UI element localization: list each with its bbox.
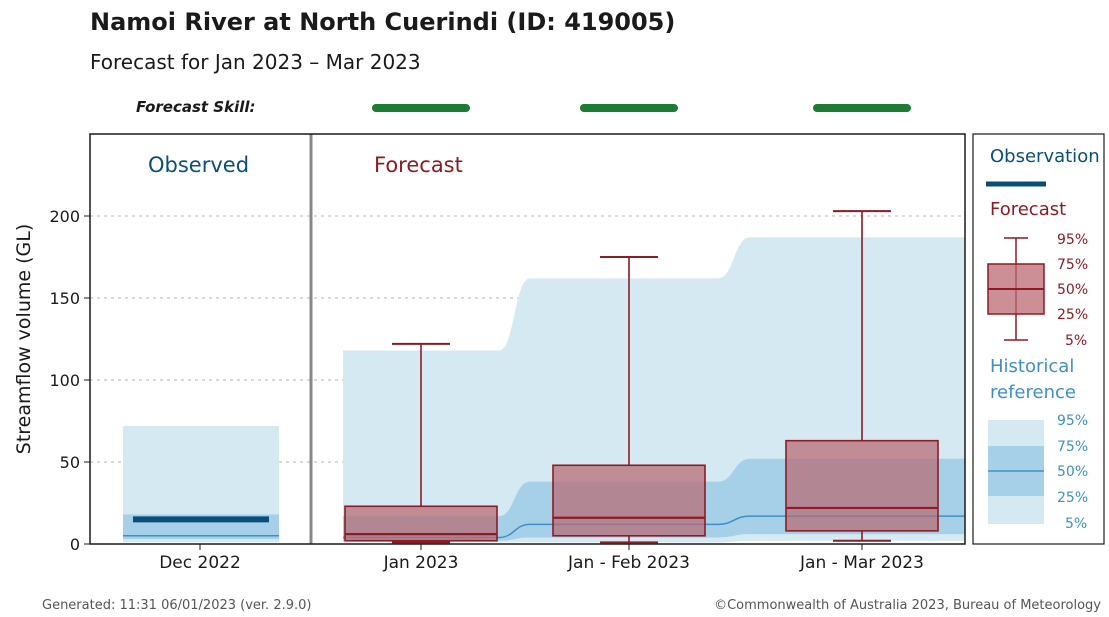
legend-forecast-p25: 25% <box>1057 307 1088 323</box>
legend-historical-p50: 50% <box>1057 464 1088 480</box>
legend-forecast-p95: 95% <box>1057 232 1088 248</box>
legend-historical-p95: 95% <box>1057 413 1088 429</box>
y-axis-label: Streamflow volume (GL) <box>13 224 35 454</box>
legend-observation-title: Observation <box>990 146 1100 167</box>
y-tick-label: 150 <box>49 289 80 308</box>
y-tick-label: 200 <box>49 207 80 226</box>
forecast-panel-label: Forecast <box>374 153 463 177</box>
x-tick-label: Jan - Mar 2023 <box>799 553 924 573</box>
forecast-skill-label: Forecast Skill: <box>136 98 256 116</box>
legend-forecast-p50: 50% <box>1057 282 1088 298</box>
legend-historical-title-2: reference <box>990 382 1076 403</box>
forecast-box-1 <box>344 342 498 544</box>
legend-historical-p5: 5% <box>1065 516 1087 532</box>
forecast-boxes <box>344 210 939 544</box>
y-tick-label: 50 <box>60 453 80 472</box>
forecast-iqr-box <box>344 505 498 542</box>
forecast-box-2 <box>552 256 706 544</box>
x-tick-label: Jan - Feb 2023 <box>567 553 690 573</box>
y-tick-label: 100 <box>49 371 80 390</box>
page-subtitle: Forecast for Jan 2023 – Mar 2023 <box>90 50 421 74</box>
forecast-iqr-box <box>785 439 939 532</box>
legend-forecast-p5: 5% <box>1065 333 1087 349</box>
axes: 0 50 100 150 200 Dec 2022 Jan 2023 Jan - Feb 20… <box>49 207 923 573</box>
x-tick-label: Dec 2022 <box>159 553 241 573</box>
forecast-box-3 <box>785 210 939 542</box>
observed-panel-label: Observed <box>148 153 249 177</box>
legend-historical-p25: 25% <box>1057 490 1088 506</box>
generated-info: Generated: 11:31 06/01/2023 (ver. 2.9.0) <box>42 598 312 613</box>
copyright-notice: ©Commonwealth of Australia 2023, Bureau … <box>714 598 1101 613</box>
plot-frame <box>89 133 966 545</box>
legend-historical-title-1: Historical <box>990 356 1074 377</box>
x-tick-label: Jan 2023 <box>383 553 459 573</box>
legend-forecast-p75: 75% <box>1057 257 1088 273</box>
legend-forecast-title: Forecast <box>990 199 1066 220</box>
legend-historical-p75: 75% <box>1057 439 1088 455</box>
page-title: Namoi River at North Cuerindi (ID: 41900… <box>90 8 676 36</box>
y-tick-label: 0 <box>70 535 80 554</box>
forecast-iqr-box <box>552 464 706 537</box>
